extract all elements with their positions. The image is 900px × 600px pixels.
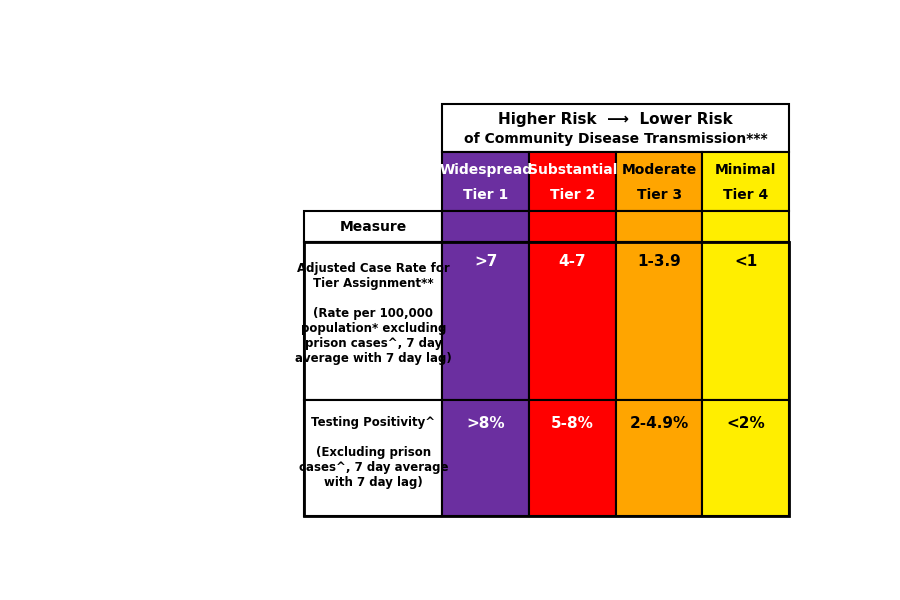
- Bar: [443, 400, 529, 515]
- Bar: [702, 152, 789, 211]
- Text: Adjusted Case Rate for
Tier Assignment**

(Rate per 100,000
population* excludin: Adjusted Case Rate for Tier Assignment**…: [295, 262, 452, 365]
- Text: 1-3.9: 1-3.9: [637, 254, 681, 269]
- Bar: [702, 211, 789, 242]
- Bar: [443, 242, 529, 400]
- Text: Tier 4: Tier 4: [723, 188, 769, 202]
- Text: 4-7: 4-7: [559, 254, 586, 269]
- Bar: [529, 211, 616, 242]
- Text: Testing Positivity^

(Excluding prison
cases^, 7 day average
with 7 day lag): Testing Positivity^ (Excluding prison ca…: [299, 416, 448, 488]
- Text: 2-4.9%: 2-4.9%: [629, 416, 688, 431]
- Bar: [443, 104, 789, 152]
- Text: >8%: >8%: [466, 416, 505, 431]
- Text: Substantial: Substantial: [527, 163, 617, 176]
- Bar: [529, 242, 616, 400]
- Text: of Community Disease Transmission***: of Community Disease Transmission***: [464, 132, 768, 146]
- Text: 5-8%: 5-8%: [551, 416, 594, 431]
- Text: Minimal: Minimal: [716, 163, 777, 176]
- Text: Tier 3: Tier 3: [636, 188, 681, 202]
- Bar: [529, 400, 616, 515]
- Bar: [304, 242, 443, 400]
- Text: Widespread: Widespread: [439, 163, 533, 176]
- Text: Tier 2: Tier 2: [550, 188, 595, 202]
- Text: Measure: Measure: [340, 220, 407, 233]
- Bar: [529, 152, 616, 211]
- Text: >7: >7: [474, 254, 498, 269]
- Bar: [702, 400, 789, 515]
- Bar: [304, 400, 443, 515]
- Text: <2%: <2%: [726, 416, 765, 431]
- Bar: [616, 242, 702, 400]
- Text: Moderate: Moderate: [622, 163, 697, 176]
- Bar: [443, 211, 529, 242]
- Bar: [616, 400, 702, 515]
- Bar: [616, 152, 702, 211]
- Bar: [702, 242, 789, 400]
- Text: Tier 1: Tier 1: [464, 188, 508, 202]
- Text: <1: <1: [734, 254, 758, 269]
- Text: Higher Risk  ⟶  Lower Risk: Higher Risk ⟶ Lower Risk: [499, 112, 734, 127]
- Bar: [443, 152, 529, 211]
- Bar: [304, 211, 443, 242]
- Bar: [616, 211, 702, 242]
- Bar: [304, 242, 789, 515]
